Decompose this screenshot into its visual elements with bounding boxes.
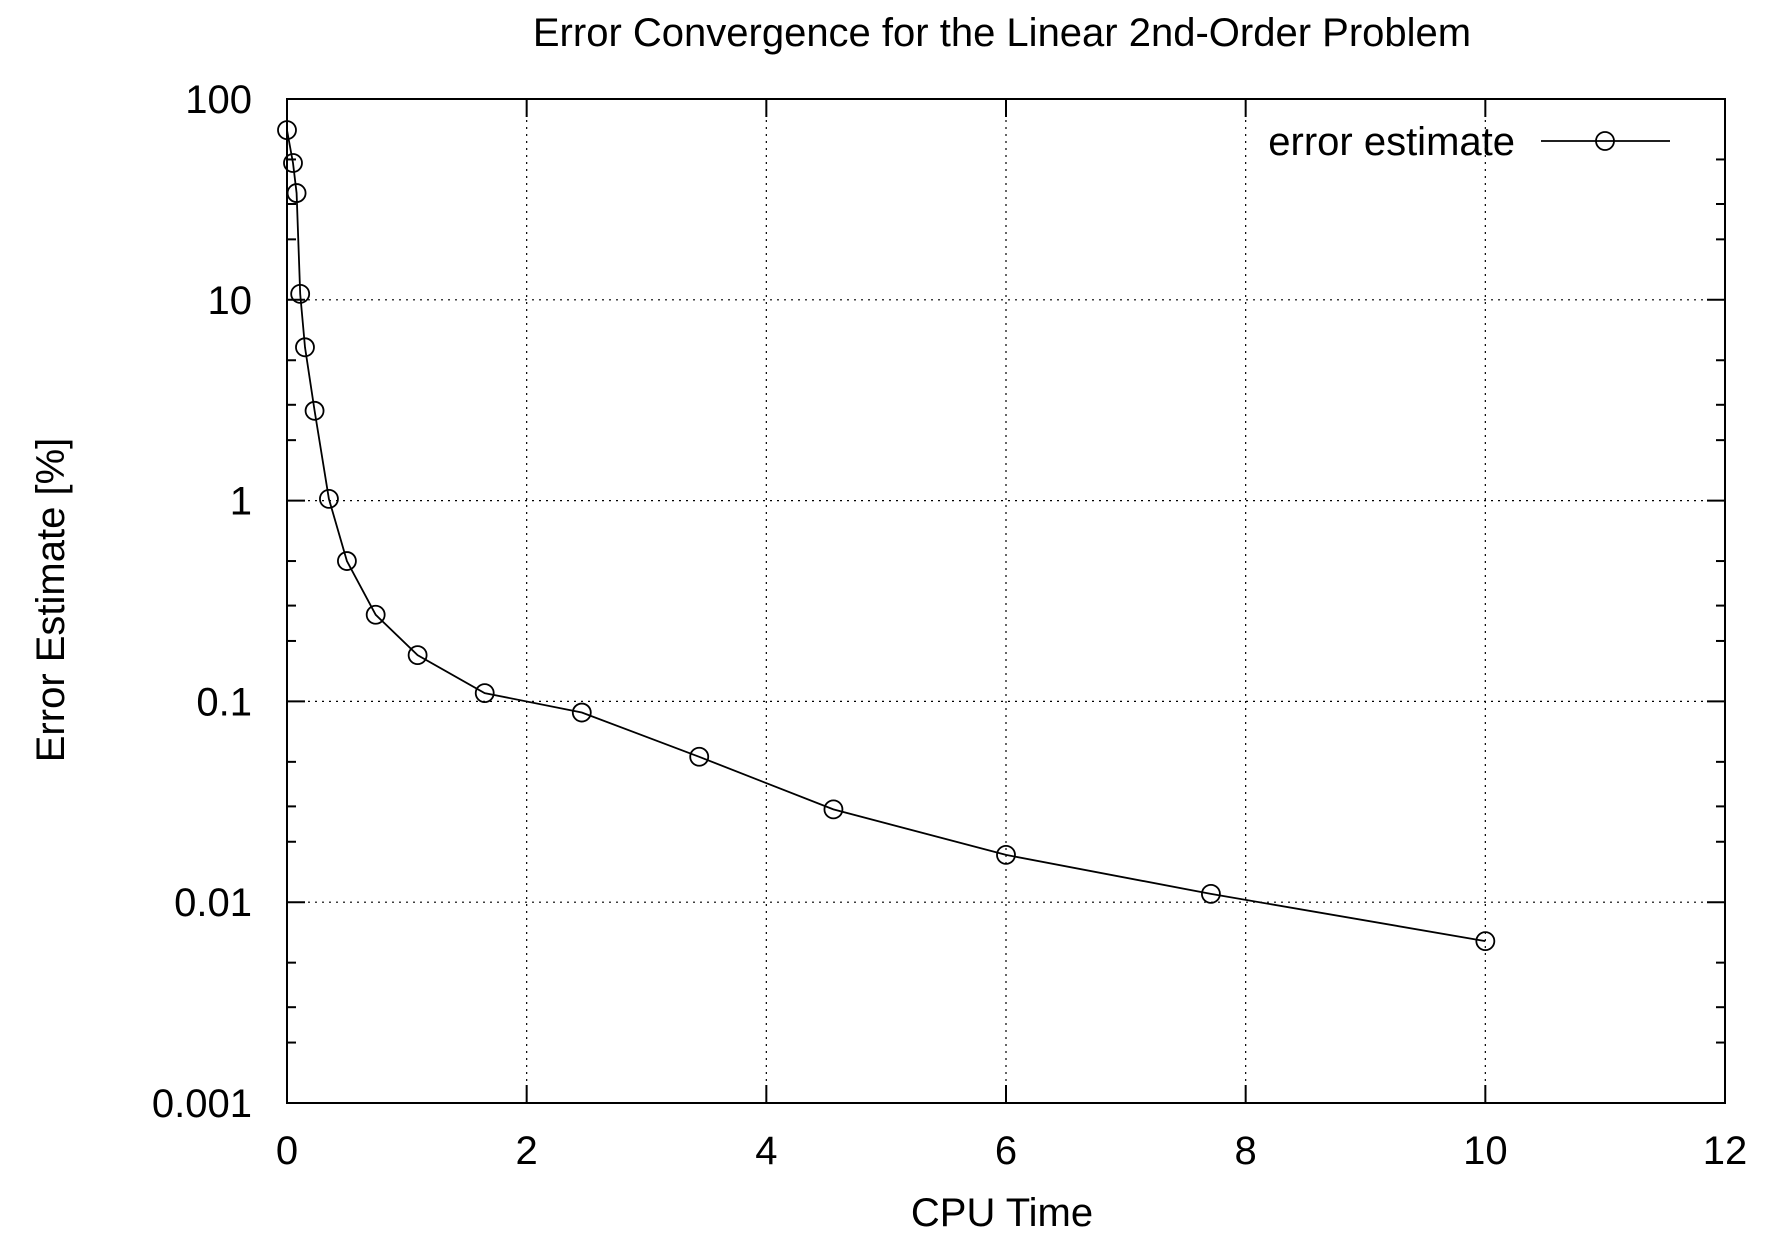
data-point	[1201, 883, 1221, 904]
legend-label: error estimate	[1268, 120, 1515, 164]
y-tick-label: 0.1	[196, 680, 252, 724]
y-tick-label: 0.01	[174, 881, 252, 925]
data-point	[571, 702, 592, 723]
data-point	[304, 400, 325, 421]
data-point	[295, 337, 315, 358]
x-tick-label: 6	[995, 1129, 1017, 1173]
y-axis-tick-labels: 0.001 0.01 0.1 1 10 100	[152, 78, 252, 1126]
data-point	[1475, 931, 1496, 952]
data-point	[823, 799, 844, 820]
data-point	[283, 153, 303, 173]
x-tick-label: 0	[276, 1129, 298, 1173]
data-point	[996, 845, 1016, 865]
x-axis-tick-labels: 0 2 4 6 8 10 12	[276, 1129, 1747, 1173]
legend: error estimate	[1268, 120, 1670, 164]
data-point	[286, 183, 307, 203]
data-point	[277, 120, 297, 141]
data-point	[407, 645, 428, 666]
x-tick-label: 8	[1235, 1129, 1257, 1173]
series-error-estimate	[277, 120, 1496, 952]
data-point	[689, 746, 710, 767]
data-point	[337, 551, 357, 571]
y-tick-label: 0.001	[152, 1082, 252, 1126]
y-axis-label: Error Estimate [%]	[29, 438, 73, 763]
chart-title: Error Convergence for the Linear 2nd-Ord…	[533, 11, 1471, 55]
x-tick-label: 4	[755, 1129, 777, 1173]
data-point	[474, 683, 495, 703]
data-point	[319, 488, 339, 509]
x-axis-label: CPU Time	[911, 1191, 1093, 1235]
data-point	[365, 604, 386, 625]
legend-marker	[1595, 131, 1615, 151]
plot-frame	[286, 98, 1726, 1104]
x-tick-label: 12	[1703, 1129, 1748, 1173]
y-tick-label: 10	[208, 279, 253, 323]
y-tick-label: 1	[230, 480, 252, 524]
x-tick-label: 2	[516, 1129, 538, 1173]
series-line	[286, 129, 1486, 942]
y-tick-label: 100	[185, 78, 252, 122]
x-tick-label: 10	[1463, 1129, 1508, 1173]
data-point	[290, 283, 311, 304]
axis-ticks	[286, 98, 1726, 1104]
